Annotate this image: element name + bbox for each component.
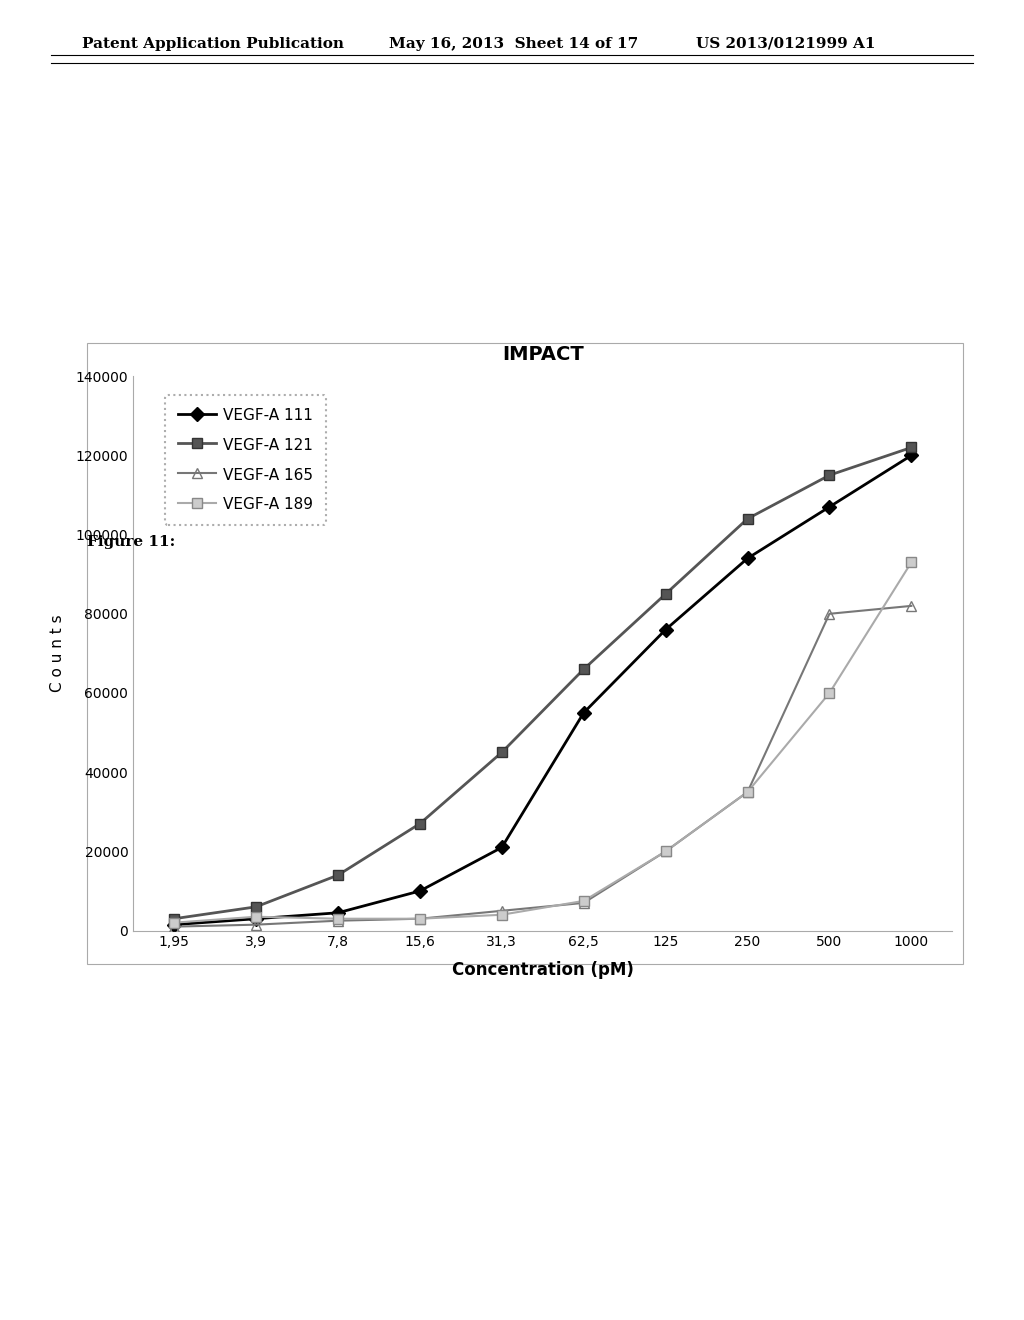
VEGF-A 189 [332, 911, 344, 927]
VEGF-A 111 [659, 622, 672, 638]
X-axis label: Concentration (pM): Concentration (pM) [452, 961, 634, 978]
VEGF-A 165 [168, 919, 180, 935]
VEGF-A 165 [659, 843, 672, 859]
VEGF-A 165 [741, 784, 754, 800]
Line: VEGF-A 165: VEGF-A 165 [169, 601, 916, 932]
VEGF-A 121 [823, 467, 836, 483]
Line: VEGF-A 111: VEGF-A 111 [169, 450, 916, 929]
VEGF-A 165 [250, 916, 262, 932]
VEGF-A 189 [250, 908, 262, 924]
VEGF-A 111 [823, 499, 836, 515]
VEGF-A 165 [332, 913, 344, 929]
VEGF-A 121 [905, 440, 918, 455]
VEGF-A 111 [414, 883, 426, 899]
VEGF-A 111 [905, 447, 918, 463]
VEGF-A 111 [332, 906, 344, 921]
VEGF-A 189 [496, 907, 508, 923]
VEGF-A 121 [250, 899, 262, 915]
VEGF-A 189 [659, 843, 672, 859]
VEGF-A 165 [578, 895, 590, 911]
VEGF-A 121 [414, 816, 426, 832]
VEGF-A 111 [496, 840, 508, 855]
VEGF-A 111 [168, 916, 180, 932]
VEGF-A 189 [168, 915, 180, 931]
VEGF-A 111 [578, 705, 590, 721]
VEGF-A 111 [741, 550, 754, 566]
VEGF-A 121 [168, 911, 180, 927]
VEGF-A 165 [414, 911, 426, 927]
VEGF-A 121 [741, 511, 754, 527]
VEGF-A 189 [741, 784, 754, 800]
VEGF-A 111 [250, 911, 262, 927]
Text: US 2013/0121999 A1: US 2013/0121999 A1 [696, 37, 876, 51]
VEGF-A 189 [578, 894, 590, 909]
VEGF-A 165 [905, 598, 918, 614]
VEGF-A 189 [823, 685, 836, 701]
Text: Patent Application Publication: Patent Application Publication [82, 37, 344, 51]
Title: IMPACT: IMPACT [502, 345, 584, 363]
VEGF-A 189 [905, 554, 918, 570]
Line: VEGF-A 121: VEGF-A 121 [169, 442, 916, 924]
VEGF-A 165 [823, 606, 836, 622]
VEGF-A 189 [414, 911, 426, 927]
Text: May 16, 2013  Sheet 14 of 17: May 16, 2013 Sheet 14 of 17 [389, 37, 638, 51]
VEGF-A 165 [496, 903, 508, 919]
VEGF-A 121 [578, 661, 590, 677]
VEGF-A 121 [332, 867, 344, 883]
Text: Figure 11:: Figure 11: [87, 535, 175, 549]
VEGF-A 121 [659, 586, 672, 602]
Y-axis label: C o u n t s: C o u n t s [49, 615, 65, 692]
VEGF-A 121 [496, 744, 508, 760]
Line: VEGF-A 189: VEGF-A 189 [169, 557, 916, 928]
Legend: VEGF-A 111, VEGF-A 121, VEGF-A 165, VEGF-A 189: VEGF-A 111, VEGF-A 121, VEGF-A 165, VEGF… [165, 395, 326, 524]
